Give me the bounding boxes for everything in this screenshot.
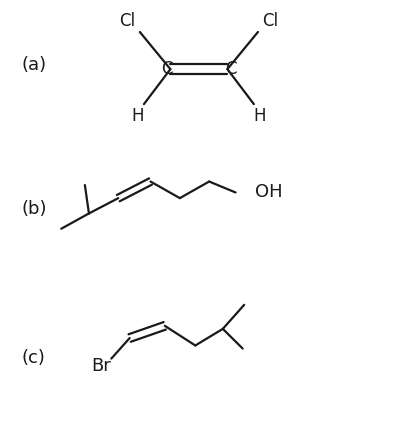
Text: (c): (c)	[22, 349, 45, 367]
Text: (b): (b)	[22, 200, 47, 218]
Text: C: C	[225, 60, 236, 78]
Text: Cl: Cl	[261, 11, 278, 29]
Text: H: H	[253, 107, 265, 125]
Text: Br: Br	[91, 357, 111, 375]
Text: (a): (a)	[22, 56, 47, 74]
Text: H: H	[131, 107, 144, 125]
Text: C: C	[161, 60, 173, 78]
Text: Cl: Cl	[119, 11, 135, 29]
Text: OH: OH	[254, 183, 282, 202]
